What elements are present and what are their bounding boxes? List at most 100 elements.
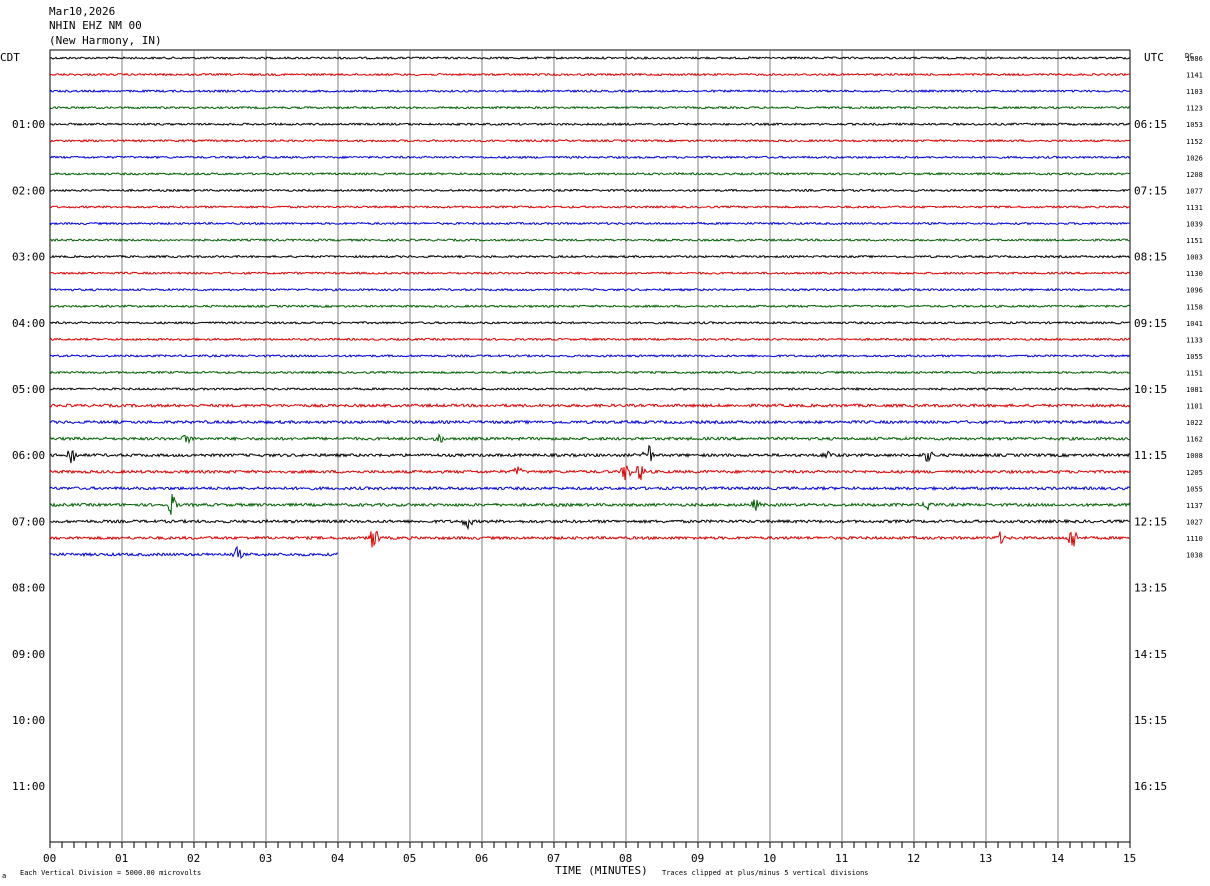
x-tick-label: 13	[979, 852, 992, 865]
seismic-trace	[49, 105, 1131, 110]
dc-offset-label: 1027	[1186, 518, 1203, 526]
station-code: NHIN EHZ NM 00	[49, 19, 142, 32]
plot-date: Mar10,2026	[49, 5, 116, 18]
dc-offset-label: 1101	[1186, 403, 1203, 411]
seismic-trace	[49, 370, 1131, 375]
seismic-trace	[49, 171, 1131, 176]
seismic-trace	[49, 204, 1131, 209]
dc-offset-label: 1152	[1186, 138, 1203, 146]
cdt-hour-label: 06:00	[12, 449, 45, 462]
axis-labels: CDT UTC DC TIME (MINUTES) Each Vertical …	[0, 51, 1203, 880]
seismic-trace	[49, 320, 1131, 325]
seismic-trace	[49, 55, 1131, 60]
x-tick-label: 12	[907, 852, 920, 865]
x-tick-label: 10	[763, 852, 776, 865]
x-tick-label: 01	[115, 852, 128, 865]
utc-hour-label: 16:15	[1134, 780, 1167, 793]
dc-offset-label: 1086	[1186, 55, 1203, 63]
utc-hour-label: 08:15	[1134, 251, 1167, 264]
dc-offset-label: 1077	[1186, 187, 1203, 195]
dc-offset-label: 1055	[1186, 485, 1203, 493]
seismic-trace	[49, 89, 1130, 94]
dc-offset-label: 1055	[1186, 353, 1203, 361]
seismic-trace	[50, 518, 1131, 531]
cdt-hour-label: 10:00	[12, 714, 45, 727]
seismic-trace	[49, 353, 1131, 358]
station-location: (New Harmony, IN)	[49, 34, 162, 47]
grid-lines	[49, 49, 1131, 848]
seismic-trace	[49, 271, 1131, 276]
seismic-trace	[49, 485, 1131, 492]
dc-offset-label: 1039	[1186, 221, 1203, 229]
x-tick-label: 02	[187, 852, 200, 865]
cdt-hour-label: 02:00	[12, 184, 45, 197]
dc-offset-label: 1205	[1186, 469, 1203, 477]
cdt-hour-label: 04:00	[12, 317, 45, 330]
seismic-trace	[49, 287, 1131, 292]
dc-offset-label: 1137	[1186, 502, 1203, 510]
dc-offset-label: 1162	[1186, 436, 1203, 444]
seismic-trace	[49, 419, 1131, 425]
dc-offset-label: 1022	[1186, 419, 1203, 427]
dc-offset-label: 1003	[1186, 254, 1203, 262]
seismic-trace	[49, 304, 1131, 309]
seismic-trace	[49, 494, 1131, 515]
cdt-hour-label: 09:00	[12, 648, 45, 661]
trace-group	[49, 55, 1131, 560]
seismic-trace	[49, 386, 1131, 392]
cdt-hour-label: 08:00	[12, 582, 45, 595]
left-axis-label: CDT	[0, 51, 20, 64]
dc-offset-label: 1158	[1186, 303, 1203, 311]
seismic-trace	[50, 254, 1131, 259]
utc-hour-label: 14:15	[1134, 648, 1167, 661]
x-tick-label: 09	[691, 852, 704, 865]
seismic-trace	[49, 72, 1131, 77]
dc-offset-label: 1130	[1186, 270, 1203, 278]
seismic-trace	[49, 545, 339, 560]
dc-offset-label: 1151	[1186, 369, 1203, 377]
dc-offset-label: 1133	[1186, 336, 1203, 344]
dc-offset-label: 1123	[1186, 105, 1203, 113]
dc-label: DC	[1185, 52, 1193, 60]
x-tick-label: 11	[835, 852, 848, 865]
dc-offset-label: 1041	[1186, 320, 1203, 328]
utc-hour-label: 12:15	[1134, 515, 1167, 528]
dc-offset-label: 1103	[1186, 88, 1203, 96]
utc-hour-label: 11:15	[1134, 449, 1167, 462]
cdt-hour-label: 11:00	[12, 780, 45, 793]
x-tick-label: 15	[1123, 852, 1136, 865]
dc-offset-label: 1151	[1186, 237, 1203, 245]
seismic-trace	[49, 188, 1130, 193]
seismic-trace	[49, 464, 1131, 481]
dc-offset-label: 1081	[1186, 386, 1203, 394]
seismic-trace	[49, 530, 1131, 548]
cdt-hour-label: 05:00	[12, 383, 45, 396]
dc-offset-label: 1131	[1186, 204, 1203, 212]
cdt-hour-label: 07:00	[12, 515, 45, 528]
x-axis-label: TIME (MINUTES)	[555, 864, 648, 877]
seismic-trace	[49, 221, 1131, 226]
x-tick-label: 00	[43, 852, 56, 865]
utc-hour-label: 06:15	[1134, 118, 1167, 131]
scale-note: Each Vertical Division = 5000.00 microvo…	[20, 869, 201, 877]
dc-offset-label: 1053	[1186, 121, 1203, 129]
utc-hour-label: 13:15	[1134, 582, 1167, 595]
utc-hour-label: 09:15	[1134, 317, 1167, 330]
dc-offset-label: 1026	[1186, 154, 1203, 162]
utc-hour-label: 07:15	[1134, 184, 1167, 197]
x-tick-label: 05	[403, 852, 416, 865]
x-tick-label: 03	[259, 852, 272, 865]
corner-mark: a	[2, 872, 6, 880]
seismic-trace	[49, 433, 1131, 445]
seismic-trace	[49, 402, 1131, 409]
dc-offset-label: 1141	[1186, 72, 1203, 80]
seismic-trace	[49, 238, 1131, 243]
x-tick-label: 08	[619, 852, 632, 865]
dc-offset-label: 1038	[1186, 552, 1203, 560]
dc-offset-label: 1096	[1186, 287, 1203, 295]
x-tick-label: 04	[331, 852, 345, 865]
dc-offset-label: 1008	[1186, 452, 1203, 460]
dc-offset-label: 1110	[1186, 535, 1203, 543]
dc-offset-label: 1208	[1186, 171, 1203, 179]
